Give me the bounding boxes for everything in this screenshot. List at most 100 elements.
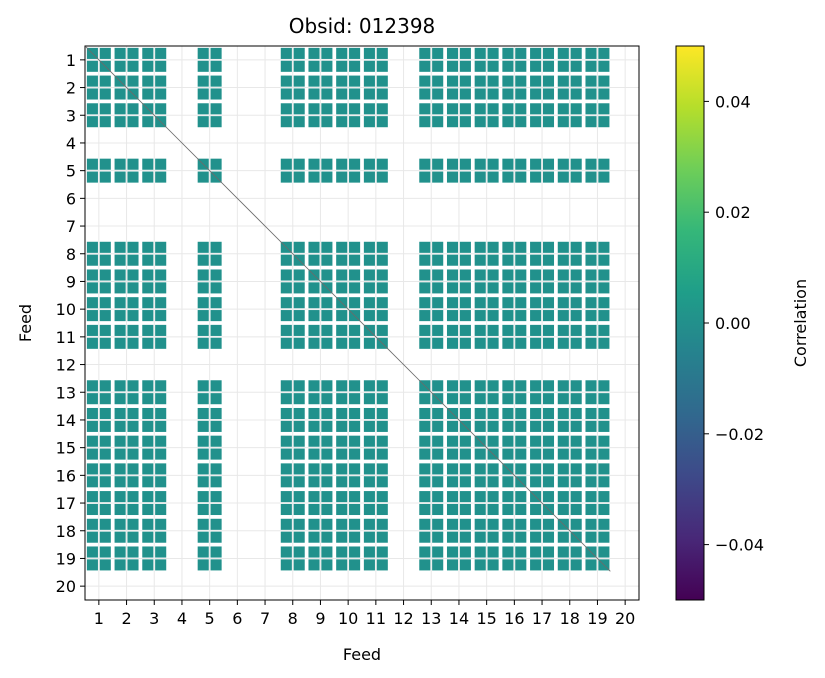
heatmap-cell	[515, 103, 527, 115]
heatmap-cell	[127, 518, 139, 530]
heatmap-cell	[308, 158, 320, 170]
heatmap-cell	[557, 297, 569, 309]
heatmap-cell	[530, 88, 542, 100]
heatmap-cell	[114, 448, 126, 460]
heatmap-cell	[419, 116, 431, 128]
heatmap-cell	[308, 241, 320, 253]
heatmap-cell	[210, 435, 222, 447]
heatmap-cell	[474, 546, 486, 558]
heatmap-cell	[127, 407, 139, 420]
heatmap-cell	[502, 407, 514, 420]
heatmap-cell	[432, 435, 444, 447]
x-tick-label: 3	[149, 609, 159, 628]
heatmap-cell	[321, 518, 333, 530]
heatmap-cell	[86, 158, 98, 170]
heatmap-cell	[197, 476, 209, 488]
heatmap-cell	[542, 282, 555, 294]
heatmap-cell	[376, 47, 388, 59]
heatmap-cell	[293, 337, 305, 349]
heatmap-cell	[142, 337, 154, 349]
heatmap-cell	[530, 420, 542, 432]
heatmap-cell	[293, 297, 305, 309]
heatmap-cell	[127, 546, 139, 558]
heatmap-cell	[557, 75, 569, 87]
heatmap-cell	[280, 393, 292, 405]
heatmap-cell	[598, 282, 610, 294]
heatmap-cell	[530, 393, 542, 405]
heatmap-cell	[598, 393, 610, 405]
heatmap-cell	[446, 103, 459, 115]
heatmap-cell	[349, 531, 361, 543]
heatmap-cell	[487, 463, 499, 475]
heatmap-cell	[155, 559, 167, 571]
heatmap-cell	[280, 47, 292, 59]
heatmap-cell	[376, 171, 388, 183]
heatmap-cell	[114, 531, 126, 543]
heatmap-cell	[557, 531, 569, 543]
heatmap-cell	[446, 171, 459, 183]
heatmap-cell	[197, 448, 209, 460]
heatmap-cell	[197, 380, 209, 392]
heatmap-cell	[530, 297, 542, 309]
heatmap-cell	[570, 518, 582, 530]
heatmap-cell	[376, 463, 388, 475]
heatmap-cell	[86, 103, 98, 115]
heatmap-cell	[515, 116, 527, 128]
heatmap-cell	[419, 47, 431, 59]
heatmap-cell	[542, 254, 555, 266]
heatmap-cell	[419, 310, 431, 322]
heatmap-cell	[419, 503, 431, 516]
heatmap-cell	[446, 420, 459, 432]
heatmap-cell	[321, 448, 333, 460]
heatmap-cell	[557, 47, 569, 59]
heatmap-cell	[459, 75, 471, 87]
heatmap-cell	[585, 393, 597, 405]
heatmap-cell	[446, 254, 459, 266]
heatmap-cell	[321, 116, 333, 128]
heatmap-cell	[349, 420, 361, 432]
heatmap-cell	[570, 324, 582, 336]
heatmap-cell	[114, 463, 126, 475]
heatmap-cell	[293, 282, 305, 294]
heatmap-cell	[210, 241, 222, 253]
heatmap-cell	[432, 491, 444, 503]
heatmap-cell	[487, 310, 499, 322]
heatmap-cell	[459, 88, 471, 100]
heatmap-cell	[474, 47, 486, 59]
heatmap-cell	[487, 88, 499, 100]
y-tick-label: 11	[56, 328, 76, 347]
heatmap-cell	[308, 463, 320, 475]
heatmap-cell	[598, 297, 610, 309]
heatmap-cell	[336, 393, 348, 405]
heatmap-cell	[363, 463, 375, 475]
x-tick-label: 10	[338, 609, 358, 628]
heatmap-cell	[142, 518, 154, 530]
heatmap-cell	[363, 269, 375, 281]
heatmap-cell	[210, 503, 222, 516]
heatmap-cell	[363, 47, 375, 59]
heatmap-cell	[197, 435, 209, 447]
heatmap-cell	[321, 546, 333, 558]
heatmap-cell	[127, 103, 139, 115]
heatmap-cell	[197, 518, 209, 530]
heatmap-cell	[432, 463, 444, 475]
heatmap-cell	[502, 282, 514, 294]
heatmap-cell	[530, 476, 542, 488]
heatmap-cell	[502, 75, 514, 87]
heatmap-cell	[459, 47, 471, 59]
x-axis-label: Feed	[343, 645, 381, 664]
heatmap-cell	[530, 103, 542, 115]
heatmap-cell	[542, 116, 555, 128]
y-tick-label: 6	[66, 189, 76, 208]
heatmap-cell	[598, 407, 610, 420]
heatmap-cell	[363, 60, 375, 72]
heatmap-cell	[308, 491, 320, 503]
heatmap-cell	[210, 269, 222, 281]
heatmap-cell	[585, 324, 597, 336]
heatmap-cell	[502, 269, 514, 281]
heatmap-cell	[542, 269, 555, 281]
heatmap-cell	[530, 503, 542, 516]
heatmap-cell	[336, 269, 348, 281]
heatmap-cell	[419, 282, 431, 294]
heatmap-cell	[321, 171, 333, 183]
